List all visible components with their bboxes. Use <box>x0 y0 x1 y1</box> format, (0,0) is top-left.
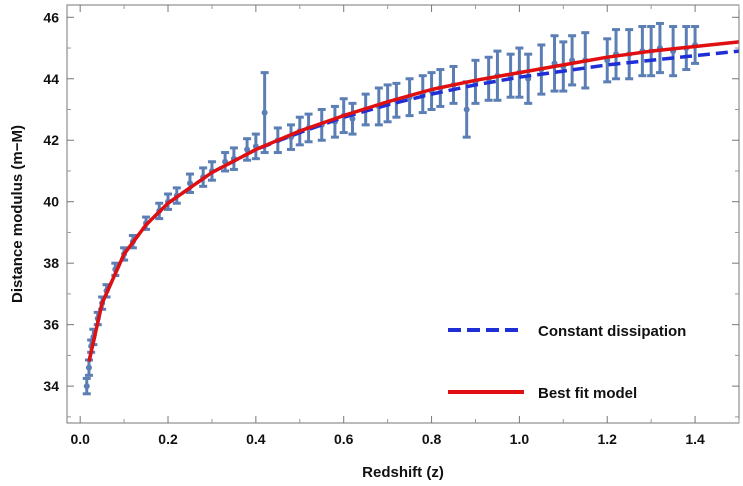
legend: Constant dissipation Best fit model <box>448 323 686 402</box>
y-tick-label: 40 <box>43 194 59 210</box>
data-point <box>550 34 559 93</box>
point-marker <box>85 364 92 371</box>
legend-label-best-fit-model: Best fit model <box>538 385 637 402</box>
y-tick-label: 38 <box>43 255 59 271</box>
point-marker <box>244 146 251 153</box>
data-point <box>568 34 577 87</box>
data-point <box>348 101 357 136</box>
ticks: 0.0 0.2 0.4 0.6 0.8 1.0 1.2 1.4 34 36 38 40 42 44 46 <box>43 5 740 447</box>
point-marker <box>349 115 356 122</box>
best-fit-line <box>87 40 740 362</box>
data-point <box>243 137 252 162</box>
data-point <box>260 71 269 155</box>
plot-frame <box>66 4 740 424</box>
data-point <box>82 376 91 396</box>
x-tick-label: 0.6 <box>334 431 354 447</box>
x-tick-label: 1.0 <box>510 431 530 447</box>
y-tick-label: 34 <box>43 378 59 394</box>
point-marker <box>261 109 268 116</box>
x-tick-label: 0.8 <box>422 431 442 447</box>
x-tick-label: 0.2 <box>158 431 178 447</box>
y-tick-label: 44 <box>43 71 59 87</box>
x-tick-label: 1.2 <box>598 431 618 447</box>
data-point <box>603 37 612 84</box>
x-tick-label: 0.0 <box>70 431 90 447</box>
x-axis-title: Redshift (z) <box>362 464 444 481</box>
point-marker <box>463 106 470 113</box>
series-lines <box>87 40 740 362</box>
y-tick-label: 46 <box>43 9 59 25</box>
legend-label-constant-dissipation: Constant dissipation <box>538 323 686 340</box>
y-tick-label: 42 <box>43 132 59 148</box>
y-tick-label: 36 <box>43 317 59 333</box>
x-tick-label: 1.4 <box>685 431 705 447</box>
y-axis-title: Distance modulus (m−M) <box>9 125 26 303</box>
point-marker <box>83 383 90 390</box>
x-tick-label: 0.4 <box>246 431 266 447</box>
